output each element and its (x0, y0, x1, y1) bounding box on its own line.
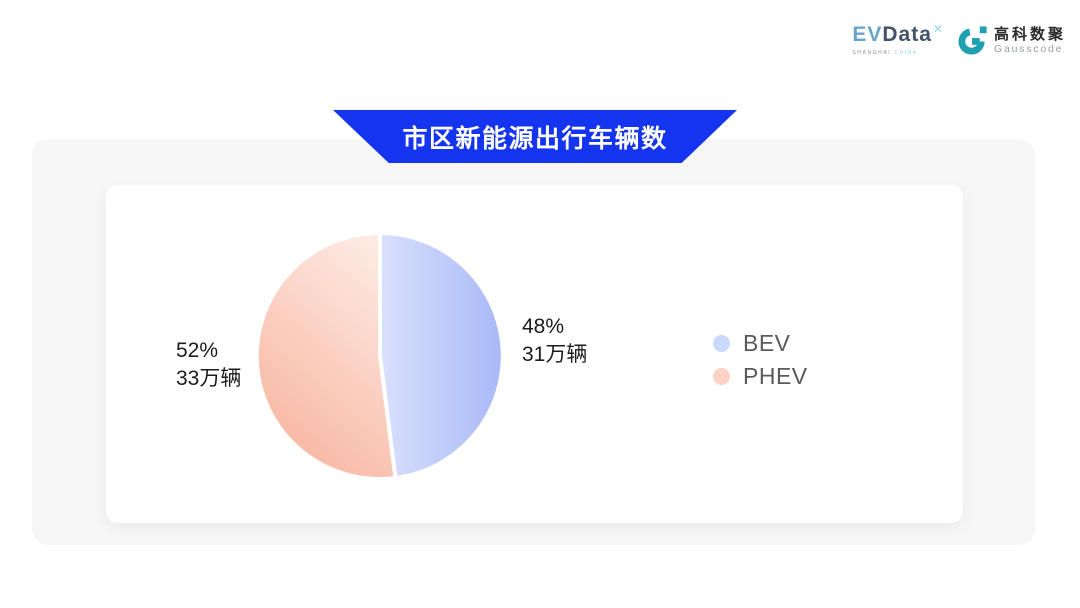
evdata-subtext-shanghai: SHANGHAI (852, 50, 892, 56)
pie-slice-phev[interactable] (254, 230, 398, 481)
evdata-wordmark: EVData✕ (852, 22, 944, 48)
pie-chart (254, 230, 505, 481)
evdata-ev-text: EV (852, 23, 883, 46)
legend-item-phev[interactable]: PHEV (713, 363, 808, 390)
section-title: 市区新能源出行车辆数 (402, 124, 668, 153)
gausscode-cn-text: 高科数聚 (993, 25, 1066, 43)
pie-slice-bev[interactable] (378, 231, 505, 480)
evdata-logo: EVData✕ SHANGHAI CHINA (852, 22, 944, 56)
gausscode-logo: 高科数聚 Gausscode (957, 25, 1066, 56)
bev-percent: 48% (522, 315, 565, 338)
phev-slice-label: 52% 33万辆 (176, 337, 241, 393)
legend-swatch-bev (713, 335, 730, 352)
brand-logos: EVData✕ SHANGHAI CHINA 高科数聚 Gausscode (852, 22, 1066, 56)
evdata-subtext: SHANGHAI CHINA (852, 50, 917, 56)
evdata-subtext-china: CHINA (894, 50, 918, 56)
pie-chart-container (252, 228, 508, 484)
gausscode-en-text: Gausscode (993, 42, 1064, 55)
phev-count: 33万辆 (176, 367, 242, 390)
legend-item-bev[interactable]: BEV (713, 330, 808, 357)
legend-label-phev: PHEV (743, 363, 808, 389)
gausscode-text: 高科数聚 Gausscode (994, 26, 1066, 55)
chart-legend: BEV PHEV (713, 330, 808, 390)
section-title-banner: 市区新能源出行车辆数 (333, 110, 737, 163)
bev-count: 31万辆 (522, 343, 588, 366)
gausscode-g-icon (957, 25, 988, 56)
evdata-x-icon: ✕ (932, 22, 944, 36)
phev-percent: 52% (176, 339, 219, 362)
legend-swatch-phev (713, 368, 730, 385)
evdata-data-text: Data (882, 23, 932, 46)
legend-label-bev: BEV (743, 330, 791, 356)
chart-card: 48% 31万辆 52% 33万辆 BEV PHEV (106, 185, 963, 523)
bev-slice-label: 48% 31万辆 (522, 313, 587, 369)
chart-panel: 48% 31万辆 52% 33万辆 BEV PHEV (32, 139, 1035, 545)
